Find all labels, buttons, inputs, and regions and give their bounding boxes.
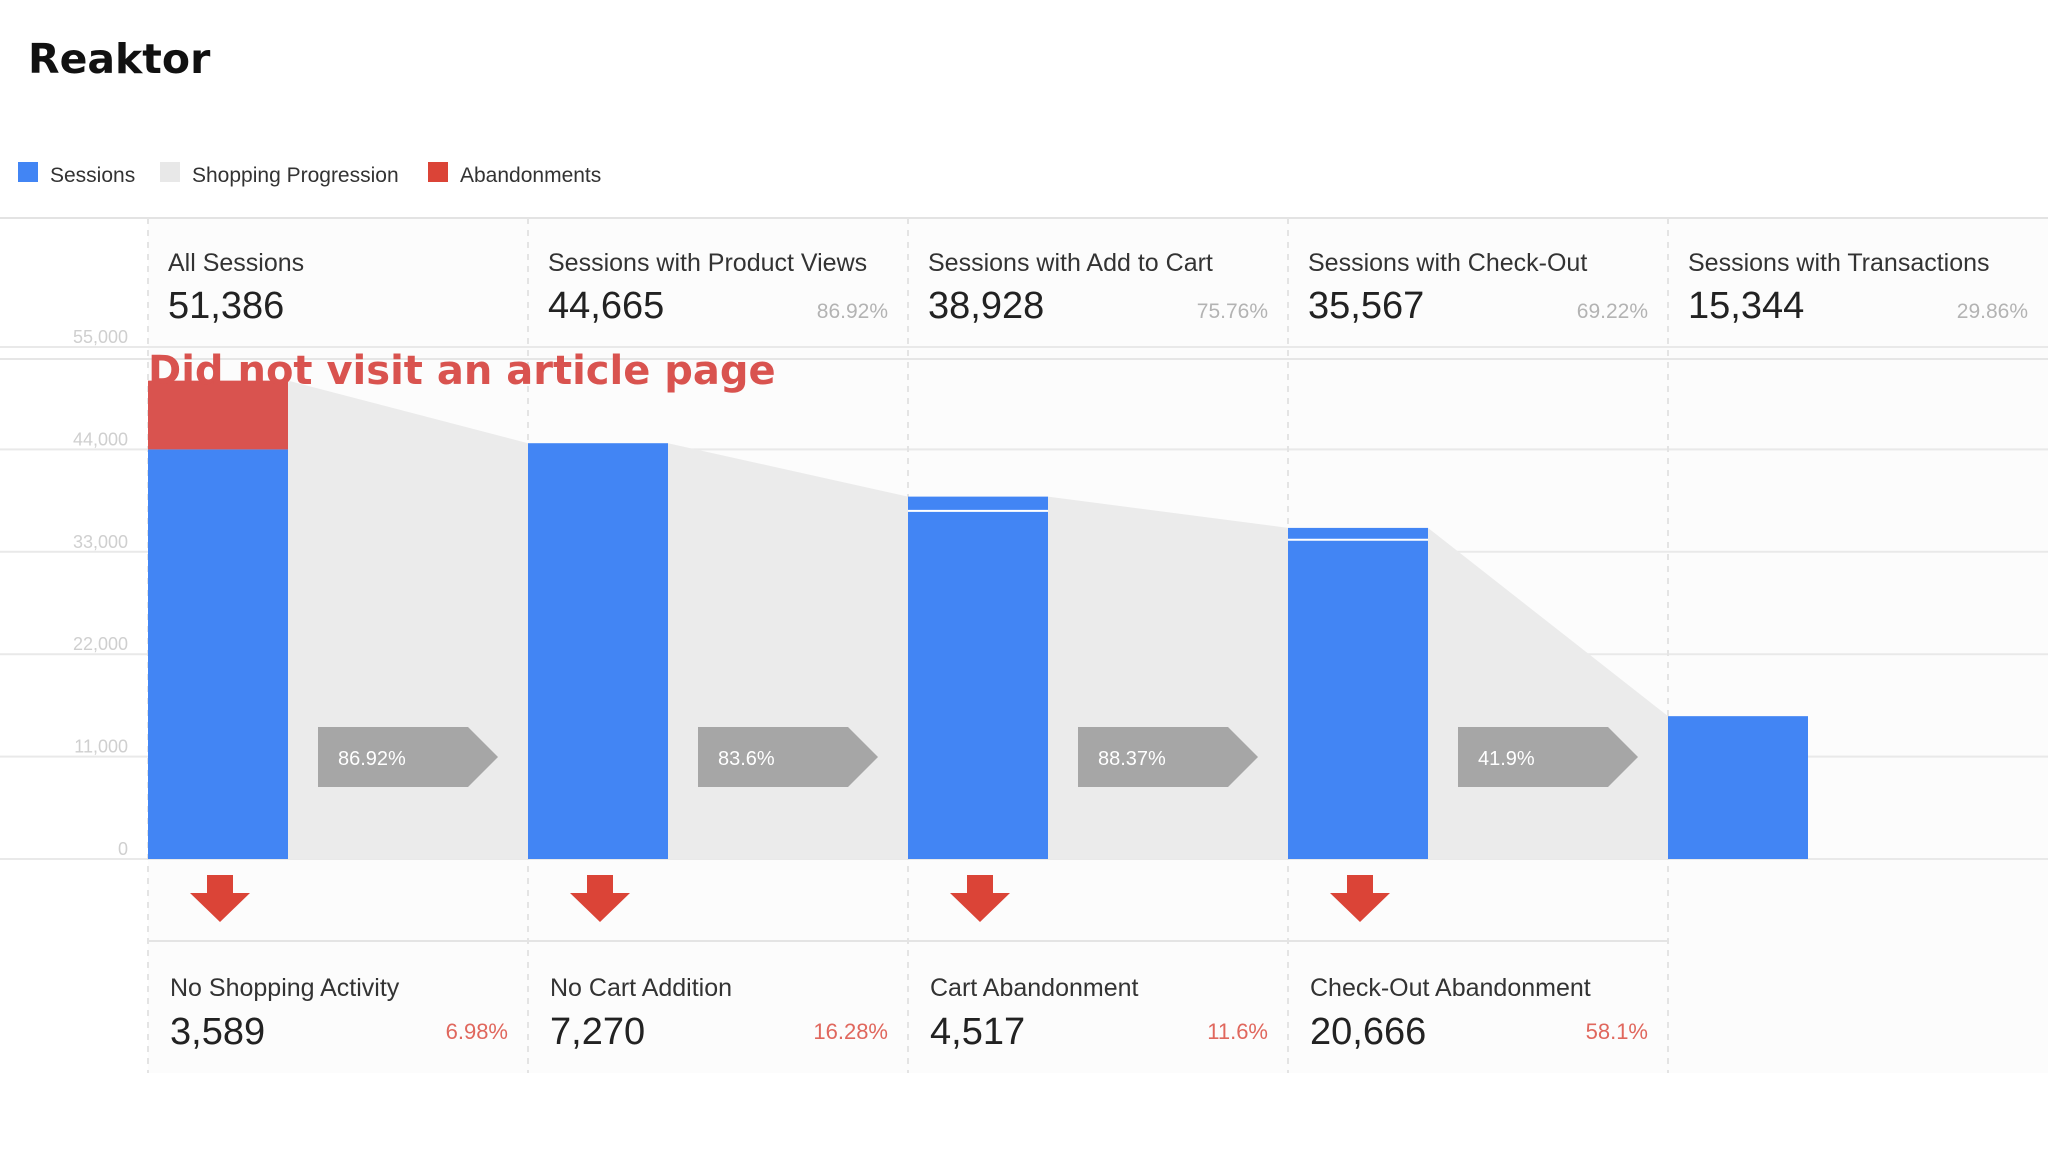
stage-value-4: 15,344 xyxy=(1688,285,1804,327)
abandon-value-1: 7,270 xyxy=(550,1011,645,1053)
abandon-arrow-2 xyxy=(950,875,1010,922)
y-tick-label-5: 55,000 xyxy=(73,327,128,347)
progression-arrow-1 xyxy=(698,727,878,787)
legend-label-1: Shopping Progression xyxy=(192,164,399,187)
stage-pct-3: 69.22% xyxy=(1577,300,1648,323)
annotation-label: Did not visit an article page xyxy=(148,348,776,394)
progression-label-2: 88.37% xyxy=(1098,748,1166,770)
bar-retained-4 xyxy=(1668,716,1808,859)
bar-abandon-segment-0 xyxy=(148,380,288,450)
stage-pct-1: 86.92% xyxy=(817,300,888,323)
abandon-title-1: No Cart Addition xyxy=(550,974,732,1002)
y-tick-label-0: 0 xyxy=(118,839,128,859)
bar-top-segment-3 xyxy=(1288,527,1428,540)
abandon-arrow-1 xyxy=(570,875,630,922)
abandon-title-0: No Shopping Activity xyxy=(170,974,400,1002)
stage-value-0: 51,386 xyxy=(168,285,284,327)
legend-swatch-0 xyxy=(18,162,38,182)
progression-area-0 xyxy=(288,380,528,859)
legend-swatch-2 xyxy=(428,162,448,182)
progression-arrow-3 xyxy=(1458,727,1638,787)
stage-value-1: 44,665 xyxy=(548,285,664,327)
bar-top-segment-2 xyxy=(908,496,1048,511)
abandonment-row: No Shopping Activity 3,589 6.98% No Cart Ad… xyxy=(170,875,1648,1053)
stage-value-2: 38,928 xyxy=(928,285,1044,327)
abandon-value-2: 4,517 xyxy=(930,1011,1025,1053)
progression-arrow-0 xyxy=(318,727,498,787)
bar-retained-3 xyxy=(1288,539,1428,859)
legend-label-2: Abandonments xyxy=(460,164,601,187)
abandon-pct-3: 58.1% xyxy=(1586,1019,1648,1044)
legend-swatch-1 xyxy=(160,162,180,182)
progression-area-2 xyxy=(1048,496,1288,859)
abandon-pct-0: 6.98% xyxy=(446,1019,508,1044)
abandon-arrow-3 xyxy=(1330,875,1390,922)
abandon-title-2: Cart Abandonment xyxy=(930,974,1139,1002)
progression-label-3: 41.9% xyxy=(1478,748,1535,770)
legend-label-0: Sessions xyxy=(50,164,135,187)
legend: Sessions Shopping Progression Abandonments xyxy=(18,162,601,187)
stage-headers: All Sessions 51,386 Sessions with Product … xyxy=(168,249,2028,327)
progression-area-1 xyxy=(668,443,908,859)
abandon-value-0: 3,589 xyxy=(170,1011,265,1053)
abandon-arrow-0 xyxy=(190,875,250,922)
stage-title-2: Sessions with Add to Cart xyxy=(928,249,1213,277)
abandon-value-3: 20,666 xyxy=(1310,1011,1426,1053)
progression-label-1: 83.6% xyxy=(718,748,775,770)
stage-title-0: All Sessions xyxy=(168,249,304,277)
stage-value-3: 35,567 xyxy=(1308,285,1424,327)
bar-retained-2 xyxy=(908,510,1048,859)
progression-arrow-2 xyxy=(1078,727,1258,787)
stage-title-3: Sessions with Check-Out xyxy=(1308,249,1587,277)
abandon-title-3: Check-Out Abandonment xyxy=(1310,974,1591,1002)
stage-pct-2: 75.76% xyxy=(1197,300,1268,323)
bar-retained-0 xyxy=(148,449,288,859)
progression-label-0: 86.92% xyxy=(338,748,406,770)
stage-title-4: Sessions with Transactions xyxy=(1688,249,1990,277)
y-tick-label-1: 11,000 xyxy=(74,737,128,757)
bar-retained-1 xyxy=(528,443,668,859)
brand-logo: Reaktor xyxy=(28,35,211,83)
stage-title-1: Sessions with Product Views xyxy=(548,249,867,277)
stage-pct-4: 29.86% xyxy=(1957,300,2028,323)
abandon-pct-1: 16.28% xyxy=(813,1019,888,1044)
abandon-pct-2: 11.6% xyxy=(1207,1019,1268,1044)
y-tick-label-3: 33,000 xyxy=(73,532,128,552)
y-tick-label-4: 44,000 xyxy=(73,429,128,449)
funnel: 86.92% 83.6% 88.37% 41.9% xyxy=(148,380,1808,859)
y-tick-label-2: 22,000 xyxy=(73,634,128,654)
